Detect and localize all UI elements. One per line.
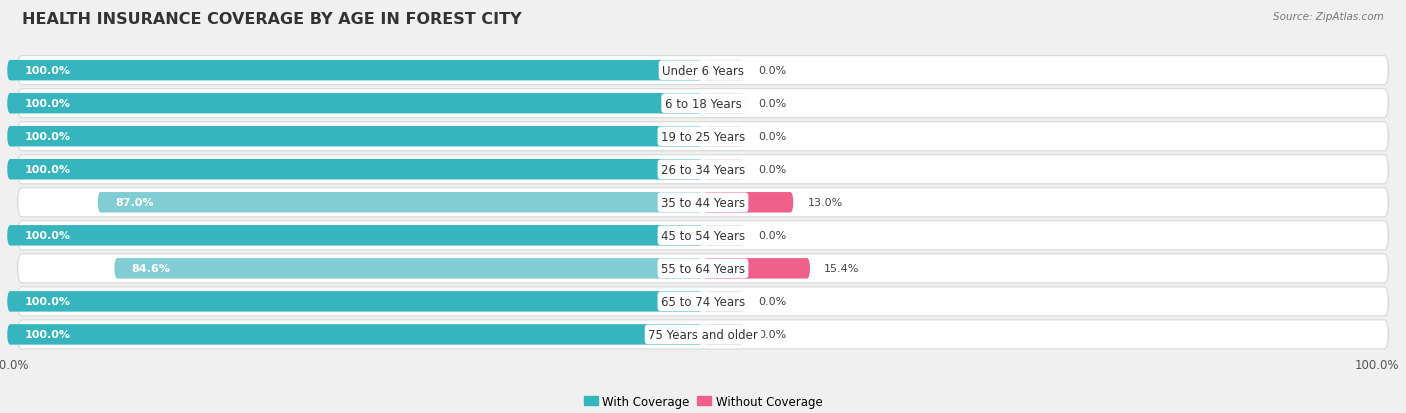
Text: 100.0%: 100.0%: [24, 165, 70, 175]
Text: 84.6%: 84.6%: [132, 264, 170, 274]
FancyBboxPatch shape: [7, 292, 703, 312]
Text: 75 Years and older: 75 Years and older: [648, 328, 758, 341]
FancyBboxPatch shape: [7, 94, 703, 114]
FancyBboxPatch shape: [7, 324, 703, 345]
FancyBboxPatch shape: [7, 159, 703, 180]
Text: 100.0%: 100.0%: [1354, 358, 1399, 371]
Text: 6 to 18 Years: 6 to 18 Years: [665, 97, 741, 110]
FancyBboxPatch shape: [7, 225, 703, 246]
Text: 15.4%: 15.4%: [824, 264, 859, 274]
FancyBboxPatch shape: [114, 259, 703, 279]
Text: 55 to 64 Years: 55 to 64 Years: [661, 262, 745, 275]
Text: 100.0%: 100.0%: [24, 99, 70, 109]
FancyBboxPatch shape: [703, 159, 745, 180]
Text: 100.0%: 100.0%: [24, 132, 70, 142]
FancyBboxPatch shape: [703, 94, 745, 114]
Text: 100.0%: 100.0%: [0, 358, 30, 371]
FancyBboxPatch shape: [703, 324, 745, 345]
FancyBboxPatch shape: [17, 320, 1389, 349]
Text: 0.0%: 0.0%: [759, 132, 787, 142]
Text: 100.0%: 100.0%: [24, 297, 70, 306]
Text: 45 to 54 Years: 45 to 54 Years: [661, 229, 745, 242]
Text: 87.0%: 87.0%: [115, 198, 153, 208]
Text: 65 to 74 Years: 65 to 74 Years: [661, 295, 745, 308]
Text: 0.0%: 0.0%: [759, 330, 787, 339]
Text: HEALTH INSURANCE COVERAGE BY AGE IN FOREST CITY: HEALTH INSURANCE COVERAGE BY AGE IN FORE…: [22, 12, 522, 27]
FancyBboxPatch shape: [17, 122, 1389, 152]
FancyBboxPatch shape: [703, 259, 810, 279]
Text: 0.0%: 0.0%: [759, 99, 787, 109]
FancyBboxPatch shape: [17, 254, 1389, 283]
FancyBboxPatch shape: [703, 225, 745, 246]
FancyBboxPatch shape: [703, 127, 745, 147]
FancyBboxPatch shape: [17, 90, 1389, 119]
FancyBboxPatch shape: [703, 192, 793, 213]
Text: 0.0%: 0.0%: [759, 231, 787, 241]
FancyBboxPatch shape: [7, 61, 703, 81]
Text: Under 6 Years: Under 6 Years: [662, 64, 744, 78]
FancyBboxPatch shape: [17, 188, 1389, 217]
Text: 0.0%: 0.0%: [759, 165, 787, 175]
FancyBboxPatch shape: [97, 192, 703, 213]
Text: 19 to 25 Years: 19 to 25 Years: [661, 131, 745, 143]
Text: 35 to 44 Years: 35 to 44 Years: [661, 196, 745, 209]
Text: 100.0%: 100.0%: [24, 66, 70, 76]
FancyBboxPatch shape: [17, 57, 1389, 85]
FancyBboxPatch shape: [17, 221, 1389, 250]
FancyBboxPatch shape: [17, 287, 1389, 316]
Text: 100.0%: 100.0%: [24, 231, 70, 241]
FancyBboxPatch shape: [7, 127, 703, 147]
Text: 0.0%: 0.0%: [759, 297, 787, 306]
Text: 0.0%: 0.0%: [759, 66, 787, 76]
Text: 100.0%: 100.0%: [24, 330, 70, 339]
Legend: With Coverage, Without Coverage: With Coverage, Without Coverage: [579, 390, 827, 412]
Text: 13.0%: 13.0%: [807, 198, 842, 208]
Text: 26 to 34 Years: 26 to 34 Years: [661, 164, 745, 176]
Text: Source: ZipAtlas.com: Source: ZipAtlas.com: [1272, 12, 1384, 22]
FancyBboxPatch shape: [17, 155, 1389, 184]
FancyBboxPatch shape: [703, 292, 745, 312]
FancyBboxPatch shape: [703, 61, 745, 81]
